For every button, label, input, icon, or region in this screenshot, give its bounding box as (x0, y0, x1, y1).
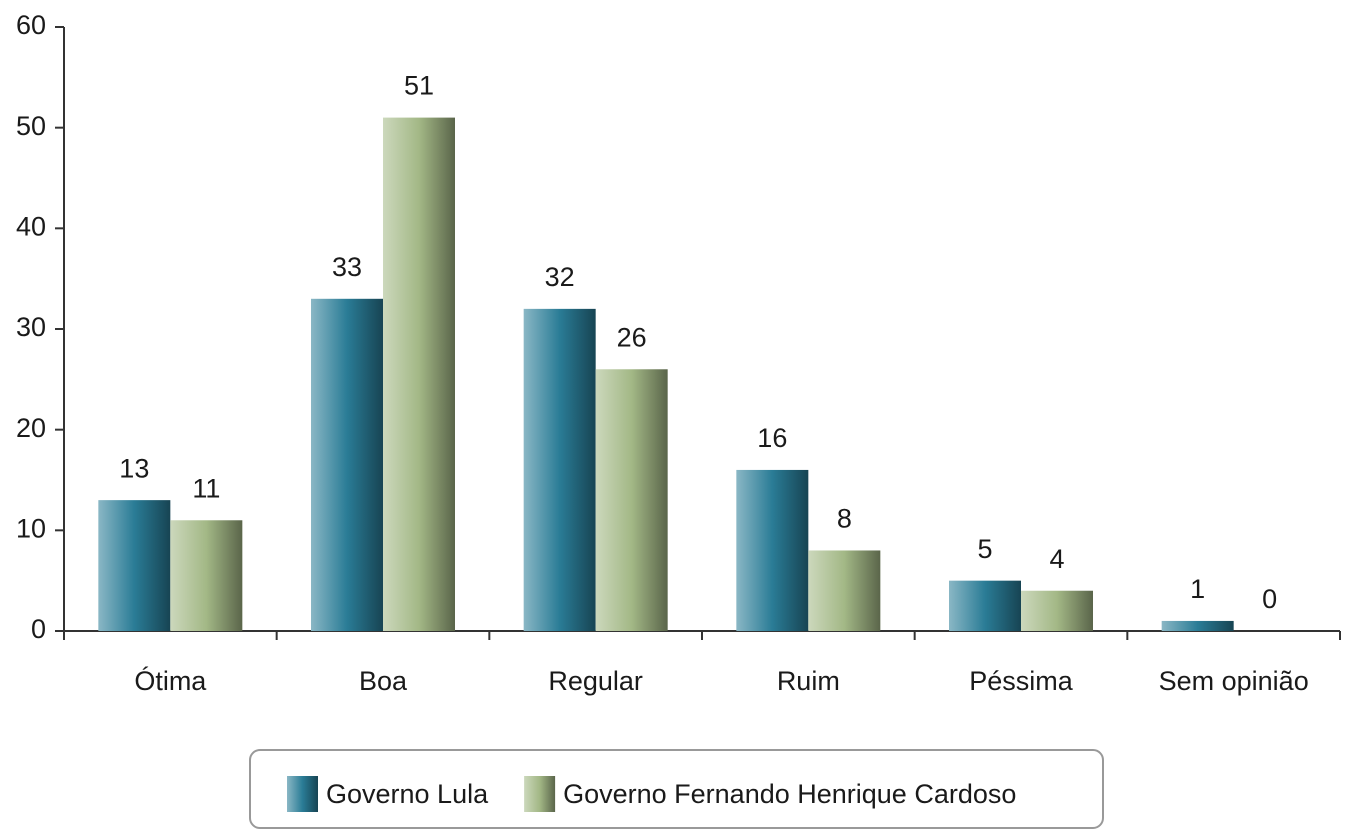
y-tick-label: 0 (31, 614, 46, 644)
value-label: 8 (837, 504, 852, 534)
bar (1161, 620, 1234, 631)
bar (1021, 590, 1093, 631)
bar (170, 520, 243, 631)
value-label: 1 (1190, 574, 1205, 604)
value-label: 13 (119, 453, 149, 483)
legend-box (249, 749, 1104, 829)
x-tick-label: Ótima (134, 665, 207, 696)
value-label: 11 (192, 473, 220, 503)
y-tick-label: 40 (16, 211, 46, 241)
value-label: 33 (332, 252, 362, 282)
bar (595, 369, 668, 631)
x-tick-label: Sem opinião (1159, 666, 1309, 696)
legend-label: Governo Fernando Henrique Cardoso (563, 779, 1016, 809)
legend-swatch (524, 776, 556, 812)
y-tick-label: 10 (16, 513, 46, 543)
legend-label: Governo Lula (326, 779, 489, 809)
value-label: 51 (404, 71, 434, 101)
y-tick-label: 30 (16, 312, 46, 342)
y-tick-label: 60 (16, 10, 46, 40)
x-tick-label: Regular (548, 666, 643, 696)
value-label: 32 (545, 262, 575, 292)
y-tick-label: 20 (16, 413, 46, 443)
bar (311, 298, 383, 631)
value-label: 5 (977, 534, 992, 564)
bar (98, 500, 171, 631)
bar (383, 117, 455, 632)
value-label: 26 (617, 322, 647, 352)
bar (523, 308, 596, 631)
bar (808, 550, 881, 631)
y-tick-label: 50 (16, 111, 46, 141)
bar (949, 580, 1021, 631)
x-tick-label: Boa (359, 666, 408, 696)
value-label: 16 (757, 423, 787, 453)
x-tick-label: Ruim (777, 666, 840, 696)
value-label: 0 (1262, 584, 1277, 614)
legend-swatch (287, 776, 318, 812)
value-label: 4 (1049, 544, 1064, 574)
x-tick-label: Péssima (969, 666, 1074, 696)
bar (736, 469, 809, 631)
